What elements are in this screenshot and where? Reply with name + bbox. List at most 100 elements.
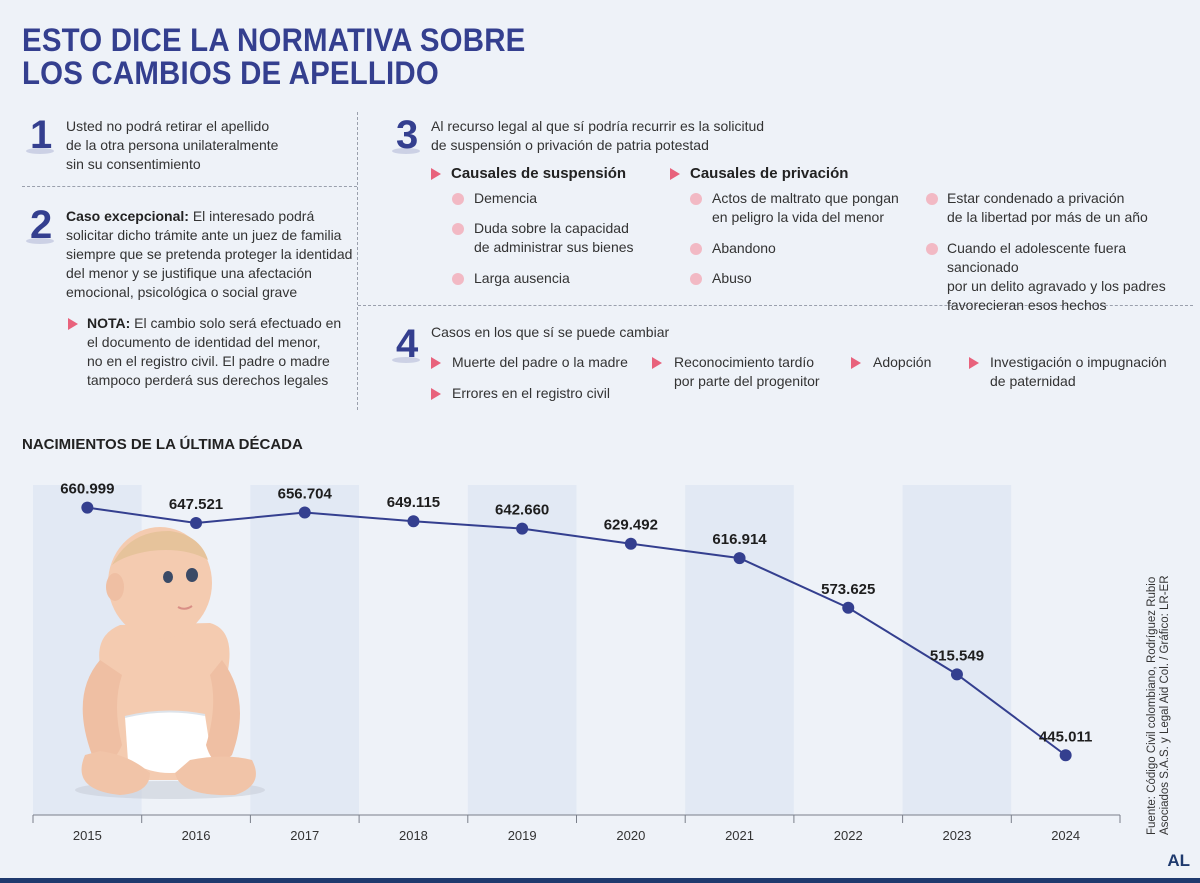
section-2-line: solicitar dicho trámite ante un juez de …: [66, 227, 342, 243]
bullet-icon: [926, 243, 938, 255]
source-line: Asociados S.A.S. y Legal Aid Col. / Gráf…: [1159, 575, 1171, 835]
section-2-text: Caso excepcional: El interesado podrá so…: [66, 207, 352, 302]
data-point: [733, 552, 746, 565]
case-marker-icon: [431, 357, 441, 369]
x-tick-label: 2021: [725, 828, 754, 843]
source-line: Fuente: Código Civil colombiano, Rodrígu…: [1146, 576, 1158, 835]
privation-item: Actos de maltrato que pongan en peligro …: [712, 189, 899, 227]
data-label: 629.492: [604, 517, 658, 534]
case-marker-icon: [652, 357, 662, 369]
data-point: [842, 601, 855, 614]
data-label: 642.660: [495, 502, 549, 519]
data-label: 445.011: [1039, 728, 1092, 745]
number-shadow: [392, 357, 420, 363]
series-line: [87, 506, 1067, 757]
column-band: [1011, 485, 1120, 815]
suspension-item: Larga ausencia: [474, 270, 570, 286]
bullet-icon: [452, 273, 464, 285]
column-band: [685, 485, 794, 815]
section-2-line: del menor y se justifique una afectación: [66, 265, 312, 281]
section-2-line: El interesado podrá: [188, 208, 315, 224]
bullet-icon: [690, 193, 702, 205]
bullet-icon: [690, 273, 702, 285]
case-item: Reconocimiento tardío por parte del prog…: [674, 353, 820, 391]
privation-item-line: en peligro la vida del menor: [712, 209, 884, 225]
data-label: 515.549: [930, 647, 984, 664]
data-label: 660.999: [60, 481, 114, 498]
case-item-line: Reconocimiento tardío: [674, 354, 815, 370]
note-line: El cambio solo será efectuado en: [130, 315, 342, 331]
case-item: Errores en el registro civil: [452, 385, 610, 401]
x-tick-label: 2015: [73, 828, 102, 843]
suspension-item-line: Duda sobre la capacidad: [474, 220, 629, 236]
case-item-line: por parte del progenitor: [674, 373, 820, 389]
column-band: [576, 485, 686, 815]
section-2-note: NOTA: El cambio solo será efectuado en e…: [87, 314, 341, 390]
data-point: [624, 537, 637, 550]
column-band: [250, 485, 360, 815]
section-3-text: Al recurso legal al que sí podría recurr…: [431, 117, 764, 155]
section-2-line: siempre que se pretenda proteger la iden…: [66, 246, 353, 262]
note-marker-icon: [68, 318, 78, 330]
data-point: [1059, 749, 1072, 762]
section-1-line: Usted no podrá retirar el apellido: [66, 118, 270, 134]
x-tick-label: 2020: [616, 828, 645, 843]
section-3-line: de suspensión o privación de patria pote…: [431, 137, 709, 153]
x-axis-labels: 2015 2016 2017 2018 2019 2020 2021 2022 2023 2024: [73, 828, 1080, 843]
bullet-icon: [452, 223, 464, 235]
case-item: Adopción: [873, 354, 932, 370]
privation-item: Abandono: [712, 240, 776, 256]
privation-item-line: de la libertad por más de un año: [947, 209, 1148, 225]
suspension-item: Demencia: [474, 190, 538, 206]
x-tick-label: 2016: [182, 828, 211, 843]
section-1-line: sin su consentimiento: [66, 156, 201, 172]
data-label: 616.914: [712, 531, 767, 548]
privation-item-line: por un delito agravado y los padres: [947, 278, 1166, 294]
column-band: [793, 485, 903, 815]
column-band: [359, 485, 468, 815]
section-1-line: de la otra persona unilateralmente: [66, 137, 279, 153]
title-line-1: ESTO DICE LA NORMATIVA SOBRE: [22, 22, 526, 58]
note-bold: NOTA:: [87, 315, 131, 331]
suspension-title: Causales de suspensión: [451, 165, 627, 182]
number-shadow: [392, 148, 420, 154]
x-tick-label: 2022: [834, 828, 863, 843]
x-tick-label: 2017: [290, 828, 319, 843]
data-point: [81, 501, 94, 514]
suspension-item: Duda sobre la capacidad de administrar s…: [474, 219, 634, 257]
x-axis-ticks: [32, 815, 1121, 823]
privation-item-line: Actos de maltrato que pongan: [712, 190, 899, 206]
data-point: [407, 515, 420, 528]
section-1-number: 1: [30, 113, 53, 157]
bottom-bar: [0, 878, 1200, 883]
note-line: tampoco perderá sus derechos legales: [87, 372, 329, 388]
x-tick-label: 2023: [942, 828, 971, 843]
x-tick-label: 2019: [508, 828, 537, 843]
title-line-2: LOS CAMBIOS DE APELLIDO: [22, 55, 439, 91]
section-4-title: Casos en los que sí se puede cambiar: [431, 324, 670, 340]
column-band: [902, 485, 1012, 815]
note-line: no en el registro civil. El padre o madr…: [87, 353, 330, 369]
section-2-bold: Caso excepcional:: [66, 208, 189, 224]
section-3-line: Al recurso legal al que sí podría recurr…: [431, 118, 765, 134]
divider-vertical: [357, 112, 358, 410]
x-tick-label: 2018: [399, 828, 428, 843]
bullet-icon: [452, 193, 464, 205]
x-tick-label: 2024: [1051, 828, 1080, 843]
baby-illustration: [75, 527, 265, 799]
case-marker-icon: [851, 357, 861, 369]
case-item: Investigación o impugnación de paternida…: [990, 353, 1167, 391]
divider-section-1-2: [22, 186, 357, 187]
column-bands: [33, 485, 1120, 815]
suspension-item-line: de administrar sus bienes: [474, 239, 634, 255]
suspension-marker-icon: [431, 168, 441, 180]
privation-marker-icon: [670, 168, 680, 180]
privation-item-line: favorecieran esos hechos: [947, 297, 1107, 313]
privation-item: Cuando el adolescente fuera sancionado p…: [947, 239, 1200, 315]
section-1-text: Usted no podrá retirar el apellido de la…: [66, 117, 278, 174]
section-2-number: 2: [30, 203, 53, 247]
number-shadow: [26, 148, 54, 154]
case-item-line: Investigación o impugnación: [990, 354, 1167, 370]
case-marker-icon: [969, 357, 979, 369]
data-point: [298, 506, 311, 519]
